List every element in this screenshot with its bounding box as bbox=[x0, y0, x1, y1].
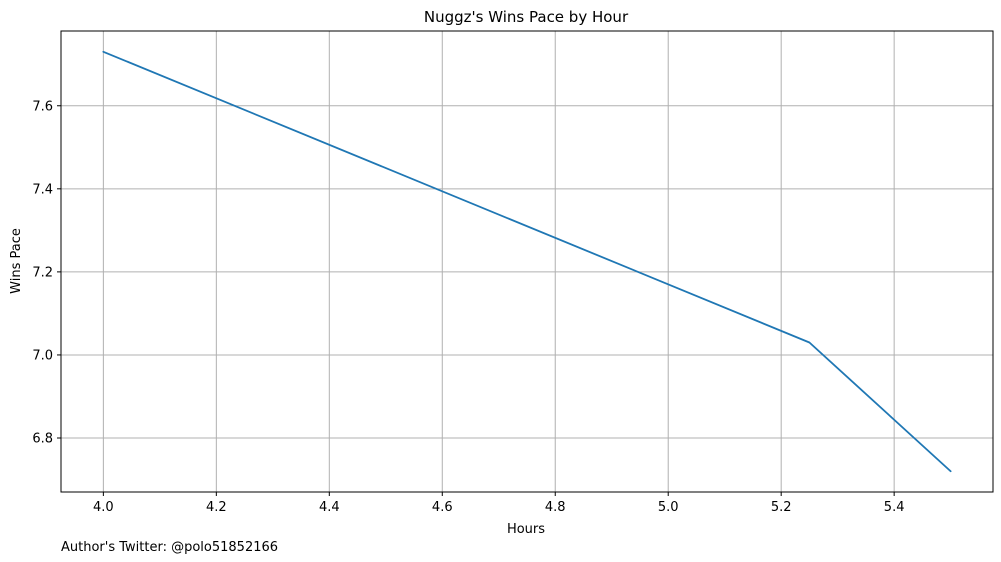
x-tick-label: 5.0 bbox=[658, 500, 679, 515]
y-tick-label: 6.8 bbox=[32, 432, 53, 447]
y-tick-label: 7.6 bbox=[32, 99, 53, 114]
plot-frame bbox=[60, 30, 994, 493]
y-tick-label: 7.2 bbox=[32, 265, 53, 280]
series-layer bbox=[102, 50, 952, 473]
chart-title: Nuggz's Wins Pace by Hour bbox=[424, 8, 629, 26]
x-tick-label: 4.6 bbox=[432, 500, 453, 515]
x-axis-ticks: 4.0 4.2 4.4 4.6 4.8 5.0 5.2 5.4 bbox=[93, 492, 904, 515]
y-tick-label: 7.4 bbox=[32, 182, 53, 197]
y-tick-label: 7.0 bbox=[32, 348, 53, 363]
x-tick-label: 4.8 bbox=[545, 500, 566, 515]
x-gridlines bbox=[102, 31, 895, 492]
x-tick-label: 5.4 bbox=[884, 500, 905, 515]
y-axis-ticks: 6.8 7.0 7.2 7.4 7.6 bbox=[32, 99, 61, 447]
x-axis-title: Hours bbox=[507, 522, 545, 537]
x-tick-label: 5.2 bbox=[771, 500, 792, 515]
y-gridlines bbox=[61, 105, 993, 439]
x-tick-label: 4.4 bbox=[319, 500, 340, 515]
x-tick-label: 4.0 bbox=[93, 500, 114, 515]
x-tick-label: 4.2 bbox=[206, 500, 227, 515]
author-twitter-footnote: Author's Twitter: @polo51852166 bbox=[61, 540, 278, 555]
y-axis-title: Wins Pace bbox=[9, 228, 24, 294]
